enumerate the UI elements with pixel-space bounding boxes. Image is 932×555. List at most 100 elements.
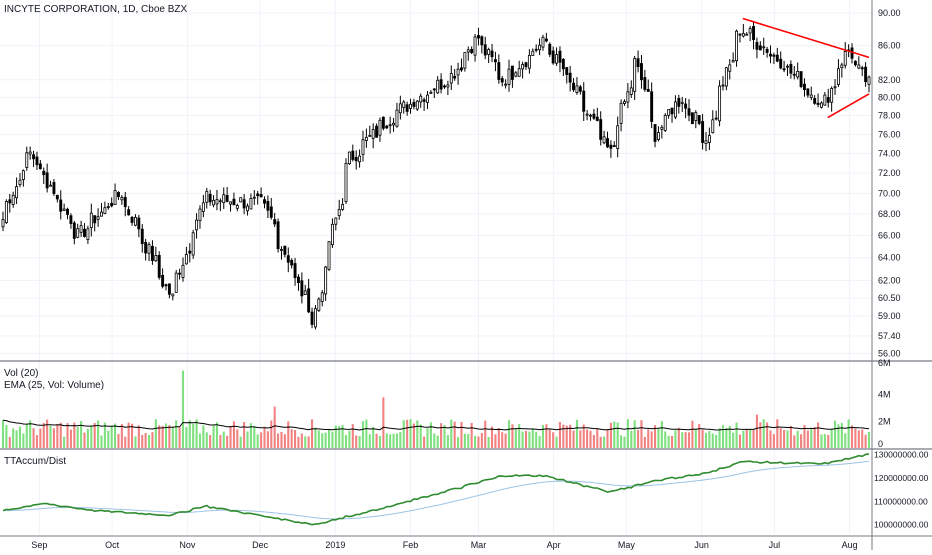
candle-body — [582, 90, 586, 112]
candle-body — [779, 58, 783, 69]
volume-bar — [263, 426, 266, 448]
trendline[interactable] — [742, 17, 870, 59]
price-candle — [867, 75, 871, 93]
volume-bar — [589, 430, 592, 448]
volume-bar — [307, 436, 310, 448]
candle-body — [28, 151, 32, 155]
volume-bar — [304, 436, 307, 448]
price-candle — [103, 201, 107, 215]
price-candle — [252, 190, 256, 205]
price-candle — [718, 80, 722, 127]
candle-body — [215, 199, 219, 205]
candle-body — [164, 284, 168, 287]
candle-body — [21, 170, 25, 180]
candle-body — [843, 51, 847, 66]
candle-body — [66, 208, 69, 215]
price-candle — [93, 215, 97, 232]
price-series — [1, 20, 871, 330]
volume-bar — [66, 423, 69, 448]
volume-bar — [358, 435, 361, 448]
volume-bar — [667, 435, 670, 448]
price-candle — [276, 218, 280, 253]
volume-pane-title[interactable]: Vol (20) — [4, 368, 39, 379]
price-tick-label: 76.00 — [878, 129, 901, 139]
candle-body — [422, 99, 426, 102]
price-candle — [222, 187, 226, 210]
price-candle — [626, 83, 630, 109]
candle-body — [510, 65, 514, 80]
candle-body — [371, 129, 375, 139]
volume-bar — [42, 423, 45, 448]
chart-title[interactable]: INCYTE CORPORATION, 1D, Cboe BZX — [4, 4, 188, 15]
candle-body — [103, 207, 107, 214]
volume-tick-label: 6M — [878, 358, 891, 368]
price-candle — [351, 144, 355, 162]
volume-bar — [168, 425, 171, 448]
candle-body — [218, 200, 222, 203]
candle-body — [609, 144, 613, 149]
price-candle — [555, 47, 559, 66]
price-candle — [297, 274, 300, 291]
candle-body — [561, 58, 565, 70]
time-tick-label: Jul — [769, 540, 781, 550]
volume-bar — [181, 370, 185, 448]
candle-body — [337, 208, 341, 217]
volume-bar — [548, 429, 551, 448]
volume-bar — [755, 414, 758, 448]
trendline[interactable] — [827, 93, 870, 119]
volume-bar — [270, 420, 273, 448]
candle-body — [232, 198, 236, 206]
price-candle — [731, 52, 735, 63]
candle-body — [684, 103, 688, 109]
price-candle — [592, 108, 596, 121]
price-candle — [66, 207, 69, 220]
price-candle — [25, 146, 29, 171]
volume-bar — [198, 433, 202, 448]
candle-body — [62, 208, 66, 211]
price-tick-label: 74.00 — [878, 148, 901, 158]
volume-bar — [497, 428, 500, 448]
accum-pane-title[interactable]: TTAccum/Dist — [4, 456, 67, 467]
candle-body — [487, 49, 491, 55]
volume-bar — [681, 432, 684, 448]
price-candle — [548, 42, 552, 58]
price-candle — [680, 96, 684, 112]
price-candle — [527, 49, 531, 74]
price-candle — [677, 94, 681, 114]
price-candle — [629, 80, 633, 98]
price-candle — [327, 241, 331, 271]
candle-body — [826, 96, 830, 103]
volume-bar — [402, 420, 405, 448]
candle-body — [836, 68, 840, 85]
candle-body — [857, 64, 861, 69]
price-candle — [123, 192, 127, 217]
candle-body — [69, 215, 73, 224]
candle-body — [463, 52, 467, 69]
volume-bar — [704, 432, 708, 448]
time-tick-label: Feb — [403, 540, 419, 550]
time-tick-label: 2019 — [325, 540, 345, 550]
volume-bar — [728, 425, 731, 448]
candle-body — [616, 125, 620, 149]
volume-bar — [718, 428, 721, 448]
volume-bar — [749, 428, 752, 448]
candle-body — [599, 119, 603, 140]
volume-bar — [477, 436, 480, 448]
accum-tick-label: 100000000.00 — [874, 520, 929, 530]
volume-bar — [219, 435, 222, 448]
volume-bar — [806, 430, 809, 448]
price-tick-label: 66.00 — [878, 231, 901, 241]
candle-body — [589, 114, 592, 117]
candle-body — [167, 283, 171, 295]
candle-body — [544, 38, 548, 42]
volume-bar — [579, 430, 582, 448]
volume-bar — [287, 421, 290, 448]
price-candle — [232, 192, 236, 206]
ema-pane-title[interactable]: EMA (25, Vol: Volume) — [4, 380, 105, 391]
price-candle — [154, 246, 158, 262]
volume-bar — [361, 421, 365, 448]
volume-bar — [572, 430, 575, 448]
candle-body — [93, 215, 97, 224]
volume-bar — [436, 435, 439, 448]
